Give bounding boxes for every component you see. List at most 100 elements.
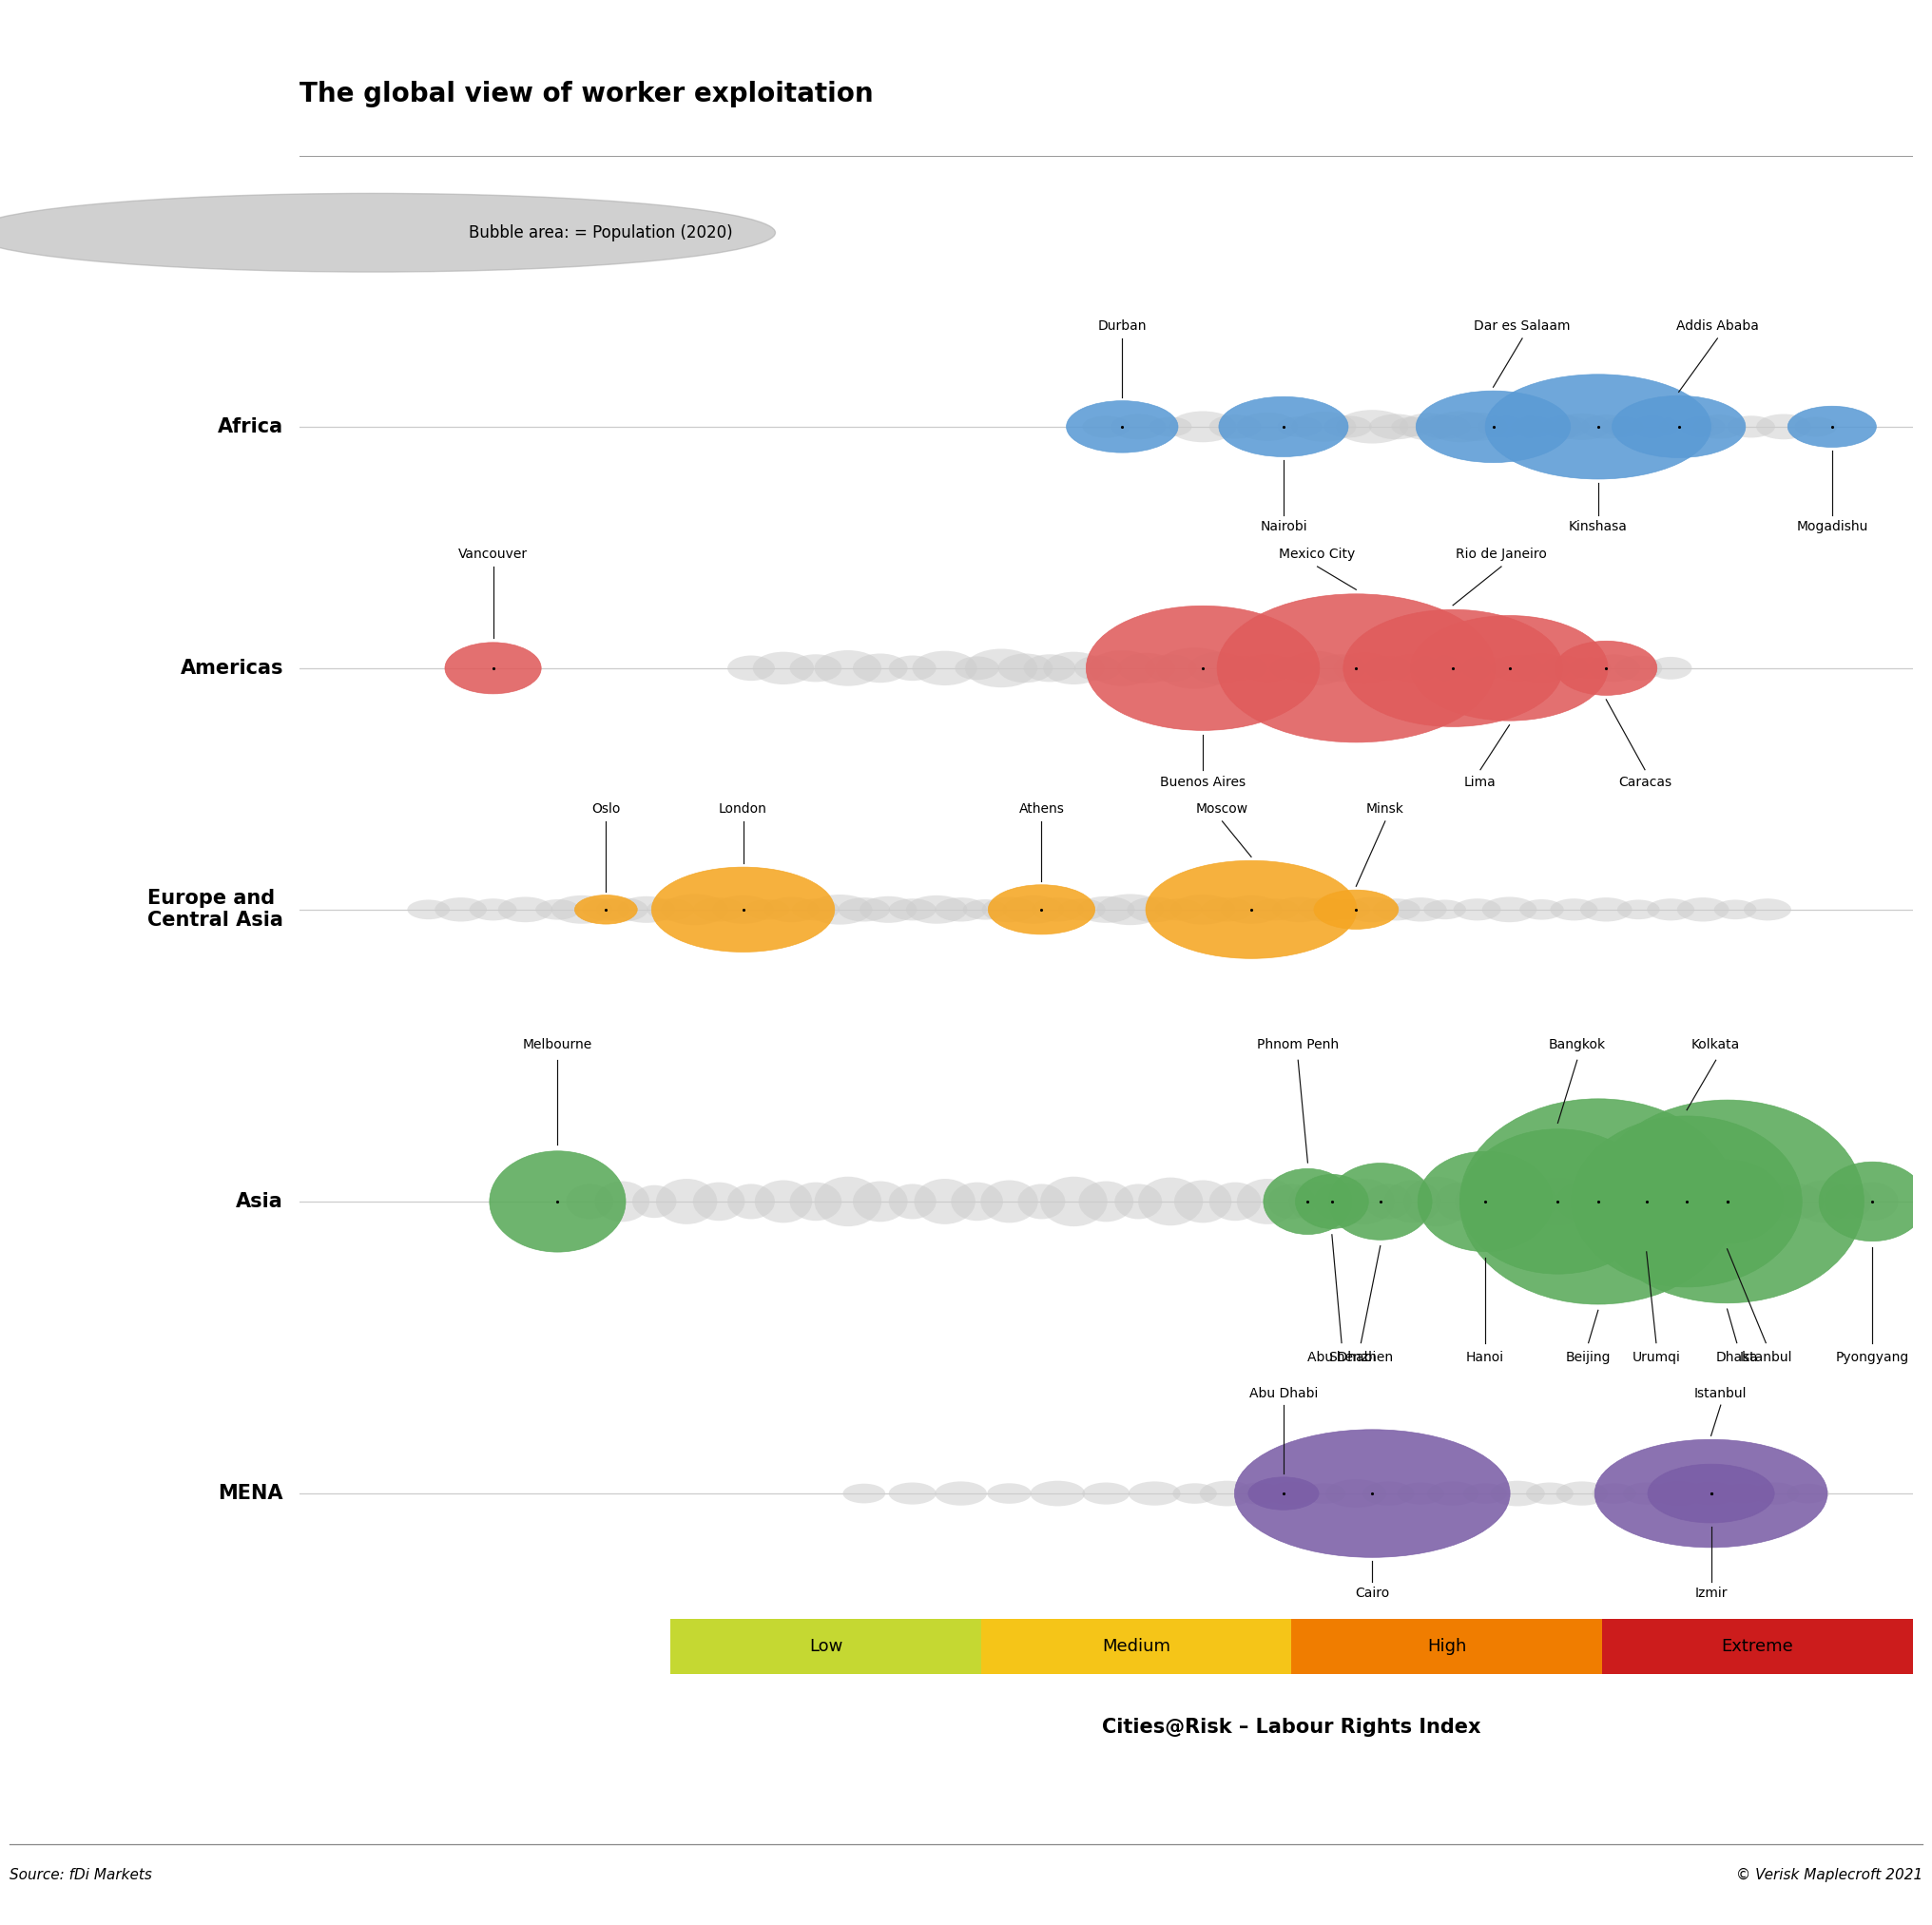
Circle shape: [1391, 418, 1434, 437]
Circle shape: [935, 897, 987, 922]
Circle shape: [1175, 1180, 1231, 1222]
Circle shape: [1787, 1484, 1830, 1503]
Circle shape: [1200, 1480, 1254, 1505]
Circle shape: [1209, 414, 1262, 439]
Circle shape: [1418, 414, 1470, 439]
Circle shape: [1248, 1476, 1320, 1509]
Circle shape: [1704, 1184, 1750, 1219]
Circle shape: [1273, 897, 1327, 922]
Circle shape: [1447, 412, 1507, 441]
Circle shape: [1202, 897, 1254, 922]
Circle shape: [1003, 895, 1065, 924]
Text: Nairobi: Nairobi: [1260, 520, 1308, 533]
Circle shape: [1345, 897, 1399, 922]
Circle shape: [1555, 641, 1658, 695]
Circle shape: [1283, 651, 1349, 685]
Circle shape: [1399, 414, 1459, 441]
Text: MENA: MENA: [218, 1484, 284, 1503]
Circle shape: [1435, 1182, 1488, 1220]
Text: Europe and
Central Asia: Europe and Central Asia: [147, 889, 284, 930]
Circle shape: [860, 897, 918, 922]
Circle shape: [1526, 1178, 1590, 1226]
Circle shape: [906, 895, 968, 924]
Circle shape: [1461, 656, 1509, 681]
Circle shape: [1652, 1182, 1704, 1220]
Circle shape: [1128, 1482, 1180, 1505]
Circle shape: [1526, 1482, 1573, 1505]
Circle shape: [1364, 1184, 1412, 1219]
Circle shape: [1364, 656, 1412, 681]
Circle shape: [1795, 1180, 1853, 1222]
Circle shape: [746, 899, 790, 920]
Text: Beijing: Beijing: [1565, 1351, 1611, 1365]
Circle shape: [1623, 1482, 1669, 1505]
Circle shape: [1580, 414, 1633, 439]
Text: Medium: Medium: [1101, 1638, 1171, 1655]
Text: Izmir: Izmir: [1694, 1586, 1727, 1600]
Circle shape: [790, 1182, 842, 1220]
Circle shape: [981, 1180, 1037, 1222]
Text: Istanbul: Istanbul: [1739, 1351, 1793, 1365]
Circle shape: [574, 895, 638, 924]
Text: High: High: [1428, 1638, 1466, 1655]
Circle shape: [1478, 416, 1524, 437]
Circle shape: [1513, 653, 1571, 683]
Circle shape: [1078, 897, 1134, 922]
Circle shape: [1333, 653, 1395, 685]
Circle shape: [1555, 1182, 1607, 1220]
Circle shape: [1607, 412, 1669, 441]
Circle shape: [954, 656, 999, 680]
Text: Kolkata: Kolkata: [1692, 1038, 1741, 1051]
Circle shape: [1236, 412, 1298, 441]
Circle shape: [1329, 1163, 1432, 1240]
Circle shape: [1787, 406, 1876, 447]
Circle shape: [1146, 860, 1356, 959]
Circle shape: [1236, 1482, 1283, 1505]
Circle shape: [713, 895, 773, 924]
Circle shape: [1298, 897, 1350, 922]
Circle shape: [1169, 412, 1236, 443]
Circle shape: [1681, 416, 1725, 437]
Circle shape: [1043, 653, 1105, 685]
Circle shape: [987, 1484, 1032, 1503]
Circle shape: [792, 899, 838, 920]
Text: Rio de Janeiro: Rio de Janeiro: [1455, 547, 1548, 560]
Circle shape: [912, 651, 978, 685]
Circle shape: [647, 899, 694, 920]
Circle shape: [1692, 414, 1745, 439]
Text: © Verisk Maplecroft 2021: © Verisk Maplecroft 2021: [1735, 1869, 1922, 1883]
Circle shape: [597, 897, 647, 922]
Circle shape: [889, 899, 937, 920]
Circle shape: [852, 653, 908, 683]
Text: Athens: Athens: [1018, 803, 1065, 816]
Circle shape: [1219, 397, 1349, 456]
Text: Extreme: Extreme: [1721, 1638, 1793, 1655]
Text: Dhaka: Dhaka: [1716, 1351, 1758, 1365]
Circle shape: [498, 897, 553, 922]
Circle shape: [815, 651, 881, 685]
Circle shape: [1602, 418, 1644, 437]
Circle shape: [1374, 899, 1420, 920]
Circle shape: [1171, 895, 1235, 924]
Text: Istanbul: Istanbul: [1694, 1386, 1747, 1399]
Circle shape: [1511, 1184, 1557, 1219]
Text: Shenzhen: Shenzhen: [1329, 1351, 1393, 1365]
Circle shape: [566, 1184, 614, 1219]
Circle shape: [1217, 595, 1495, 743]
Circle shape: [1549, 899, 1598, 920]
Circle shape: [1277, 416, 1321, 437]
Circle shape: [1115, 1184, 1161, 1219]
Circle shape: [651, 866, 835, 953]
Circle shape: [1685, 1482, 1737, 1505]
Text: Low: Low: [810, 1638, 842, 1655]
Circle shape: [852, 1182, 908, 1222]
Circle shape: [1631, 416, 1679, 437]
Text: Cities@Risk – Labour Rights Index: Cities@Risk – Labour Rights Index: [1101, 1719, 1482, 1736]
Circle shape: [1517, 412, 1582, 441]
Circle shape: [1337, 410, 1408, 443]
Circle shape: [1323, 416, 1372, 437]
Circle shape: [1590, 1099, 1864, 1303]
Circle shape: [1611, 397, 1745, 458]
Circle shape: [1615, 656, 1662, 681]
Circle shape: [1088, 651, 1155, 685]
